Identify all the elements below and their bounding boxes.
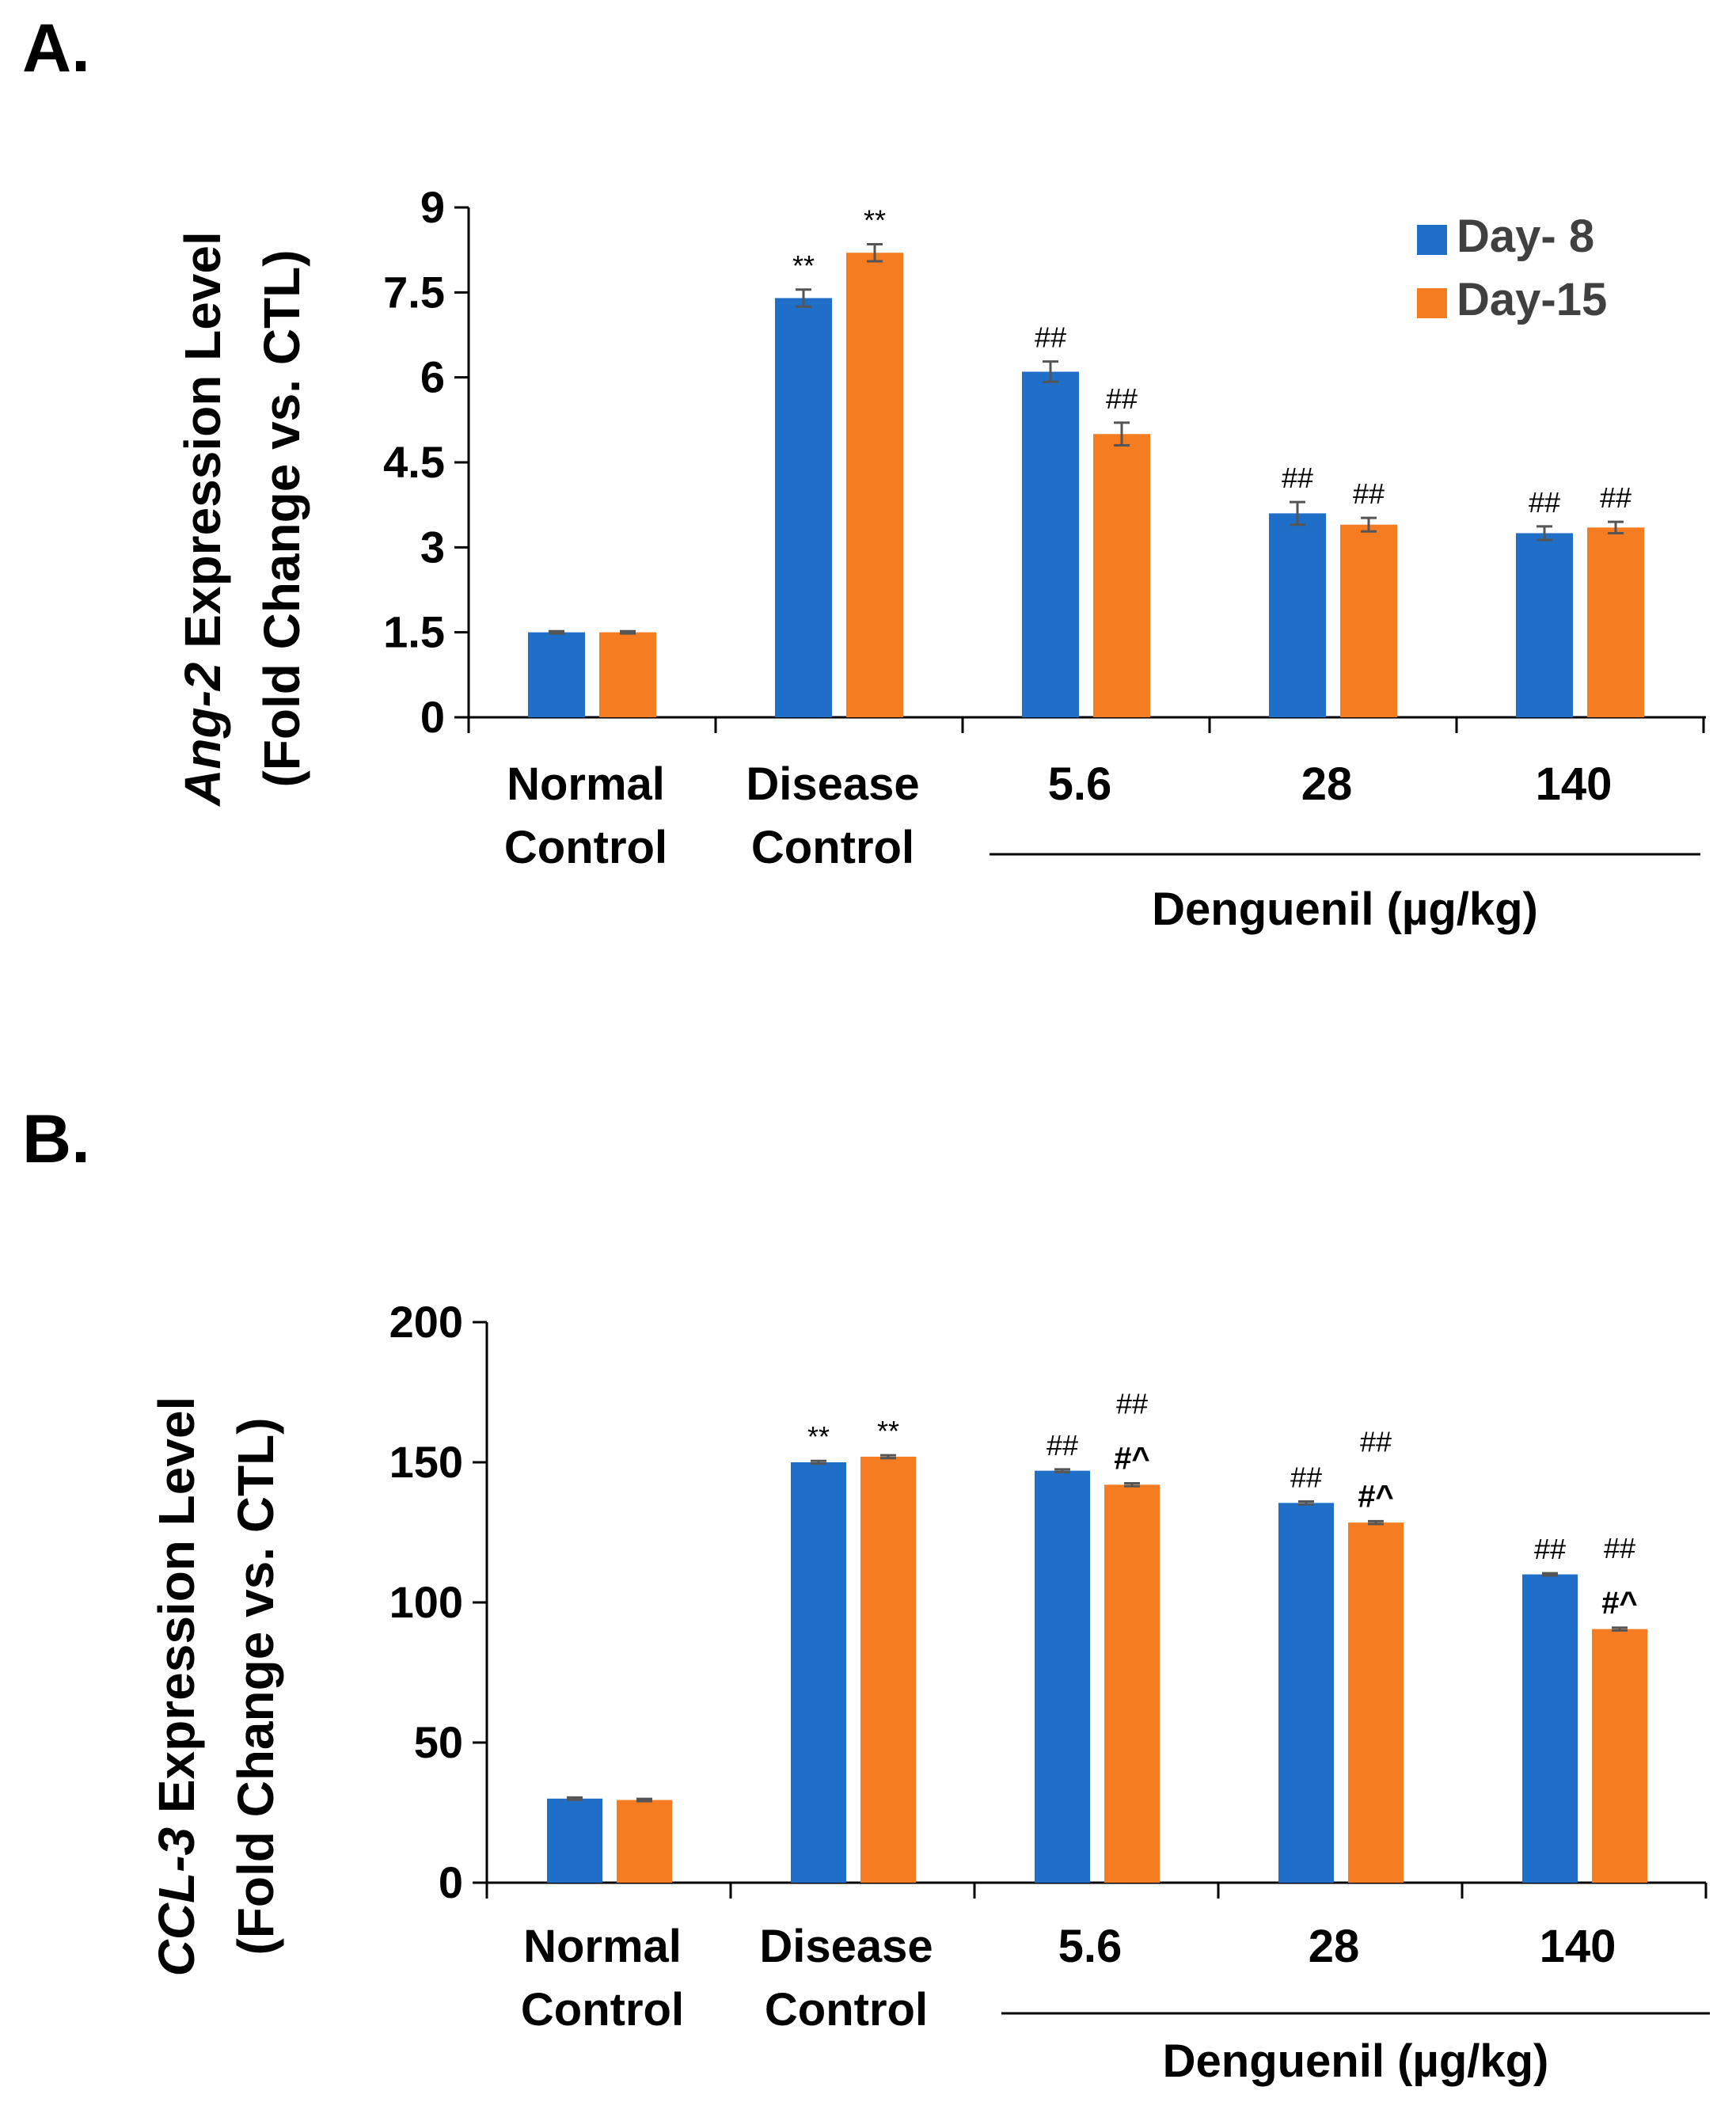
panel-a-legend-label-day8: Day- 8 [1457,211,1594,262]
panel-a-significance-label: ## [1529,486,1560,519]
panel-b-bar-day15 [1348,1522,1404,1883]
panel-b-category-label: 140 [1540,1921,1616,1972]
panel-b-significance-label: #^ [1114,1442,1150,1477]
panel-b-bar-day8 [791,1462,846,1883]
panel-a-bar-day15 [599,632,656,717]
panel-b-significance-label: ## [1047,1429,1078,1462]
panel-a-letter: A. [22,10,90,86]
panel-a-category-label: Control [751,822,914,873]
panel-b-significance-label: ## [1360,1425,1392,1458]
panel-a-significance-label: ## [1035,321,1066,354]
panel-a-legend-swatch-day15 [1417,288,1447,318]
panel-a-y-tick-label: 0 [420,692,445,742]
panel-a-y-tick-label: 4.5 [383,437,445,487]
panel-a-category-label: 5.6 [1048,758,1112,810]
panel-b-category-label: 5.6 [1058,1921,1123,1972]
panel-b-category-label: Control [521,1984,684,2035]
panel-a-bar-day8 [528,632,585,717]
panel-b-category-label: 28 [1309,1921,1360,1972]
panel-b-bar-day8 [1278,1503,1334,1883]
panel-a-significance-label: ** [792,249,815,282]
panel-b-bar-day8 [547,1798,602,1883]
panel-a-bar-day15 [1587,527,1644,717]
panel-b-y-tick-label: 150 [389,1437,463,1487]
panel-b-significance-label: ## [1604,1532,1635,1564]
panel-b-category-label: Control [765,1984,928,2035]
panel-b-ylabel: CCL-3 Expression Level [148,1397,205,1977]
panel-a-bar-day8 [1022,371,1079,717]
panel-b-category-label: Disease [759,1921,933,1972]
panel-a-legend-swatch-day8 [1417,225,1447,255]
panel-a-category-label: 28 [1301,758,1353,810]
panel-a-significance-label: ## [1106,382,1138,415]
panel-a-legend-label-day15: Day-15 [1457,274,1607,325]
panel-b-bar-day15 [1104,1484,1160,1883]
panel-a-y-tick-label: 3 [420,522,445,572]
panel-b-bar-day15 [860,1456,916,1883]
panel-a-group-label: Denguenil (µg/kg) [1152,884,1538,935]
panel-b-significance-label: ** [877,1415,899,1447]
panel-b-group-label: Denguenil (µg/kg) [1163,2035,1549,2087]
panel-a-bar-day8 [775,298,832,717]
panel-a-ylabel: Ang-2 Expression Level [174,231,231,808]
panel-a-bar-day8 [1516,533,1573,717]
panel-b-significance-label: ## [1116,1388,1148,1420]
panel-a-category-label: Disease [746,758,919,810]
panel-a-y-tick-label: 9 [420,182,445,232]
panel-a-bar-day15 [1340,524,1397,717]
panel-a-ylabel-line2: (Fold Change vs. CTL) [253,249,310,787]
panel-a-significance-label: ** [864,204,886,237]
panel-a-y-tick-label: 6 [420,352,445,402]
panel-b-bar-day8 [1522,1574,1578,1883]
panel-b-category-label: Normal [523,1921,682,1972]
panel-b-significance-label: #^ [1601,1586,1638,1621]
panel-a-significance-label: ## [1353,477,1385,510]
panel-a-y-tick-label: 7.5 [383,267,445,317]
panel-b-bar-day8 [1035,1470,1090,1883]
panel-b-y-tick-label: 0 [439,1857,463,1907]
panel-b-significance-label: ** [807,1420,830,1453]
panel-a-bar-day15 [846,253,903,717]
panel-a-y-tick-label: 1.5 [383,607,445,657]
panel-a-category-label: Control [504,822,667,873]
panel-b-ylabel-line2: (Fold Change vs. CTL) [227,1417,284,1955]
panel-a-category-label: Normal [507,758,665,810]
panel-a-bar-day15 [1093,434,1150,717]
panel-b-significance-label: ## [1290,1462,1322,1494]
panel-b-significance-label: #^ [1358,1479,1394,1514]
panel-b-letter: B. [22,1101,90,1177]
panel-b-bar-day15 [617,1800,672,1883]
panel-b-bar-day15 [1592,1629,1647,1883]
panel-b-y-tick-label: 50 [414,1717,463,1767]
panel-a-significance-label: ## [1600,481,1632,514]
panel-b-y-tick-label: 200 [389,1297,463,1347]
panel-a-bar-day8 [1269,513,1326,717]
panel-a-significance-label: ## [1282,462,1313,494]
panel-b-y-tick-label: 100 [389,1577,463,1627]
panel-a-category-label: 140 [1536,758,1613,810]
panel-b-significance-label: ## [1534,1533,1566,1565]
